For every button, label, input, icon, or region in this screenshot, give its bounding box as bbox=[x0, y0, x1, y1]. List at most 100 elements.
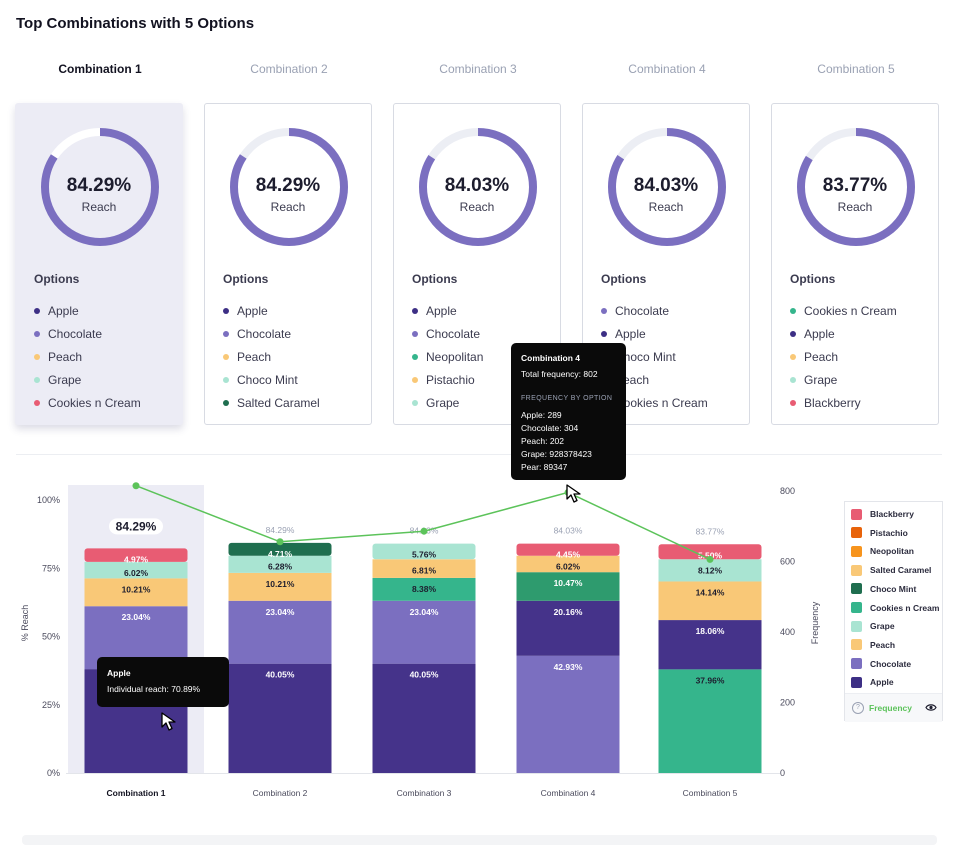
frequency-toggle[interactable]: ? Frequency bbox=[845, 693, 942, 722]
segment-label: 6.28% bbox=[268, 562, 293, 572]
option-item: Blackberry bbox=[790, 391, 897, 414]
option-label: Choco Mint bbox=[237, 372, 298, 387]
option-item: Chocolate bbox=[601, 300, 708, 323]
legend-item[interactable]: Choco Mint bbox=[851, 582, 916, 596]
legend-label: Chocolate bbox=[870, 658, 912, 669]
legend-label: Peach bbox=[870, 639, 896, 650]
options-list: Apple Chocolate Neopolitan Pistachio Grape bbox=[412, 300, 483, 414]
options-title: Options bbox=[34, 272, 80, 286]
option-item: Grape bbox=[412, 391, 483, 414]
frequency-point bbox=[132, 482, 140, 490]
option-dot bbox=[412, 353, 418, 360]
option-label: Peach bbox=[804, 349, 839, 364]
reach-value: 84.03% bbox=[444, 175, 510, 196]
option-item: Grape bbox=[34, 368, 141, 391]
chart-legend: Blackberry Pistachio Neopolitan Salted Cara… bbox=[844, 501, 943, 722]
reach-ring bbox=[230, 128, 348, 246]
bar-segment bbox=[516, 655, 620, 773]
legend-swatch bbox=[851, 620, 862, 632]
legend-item[interactable]: Chocolate bbox=[851, 657, 911, 671]
x-tick-label: Combination 3 bbox=[397, 788, 452, 798]
options-title: Options bbox=[790, 272, 836, 286]
option-label: Peach bbox=[48, 349, 83, 364]
legend-item[interactable]: Apple bbox=[851, 675, 894, 689]
legend-label: Pistachio bbox=[870, 527, 908, 538]
x-tick-label: Combination 2 bbox=[253, 788, 308, 798]
help-icon[interactable]: ? bbox=[852, 702, 864, 714]
section-divider bbox=[16, 454, 942, 455]
option-dot bbox=[34, 331, 40, 338]
tab-combination-2[interactable]: Combination 2 bbox=[250, 62, 328, 76]
tab-combination-3[interactable]: Combination 3 bbox=[439, 62, 517, 76]
tab-combination-4[interactable]: Combination 4 bbox=[628, 62, 706, 76]
option-dot bbox=[34, 376, 40, 383]
legend-item[interactable]: Cookies n Cream bbox=[851, 601, 939, 615]
option-label: Pistachio bbox=[426, 372, 475, 387]
segment-label: 4.45% bbox=[556, 550, 581, 560]
reach-chart: 0% 25% 50% 75% 100% 0 200 400 600 800 % Reach Frequ… bbox=[20, 482, 820, 798]
reach-ring bbox=[797, 128, 915, 246]
legend-item[interactable]: Blackberry bbox=[851, 507, 914, 521]
segment-label: 5.50% bbox=[698, 550, 723, 560]
combination-card[interactable]: 84.29% Reach Options Apple Chocolate Peach Cho… bbox=[204, 103, 372, 425]
segment-label: 18.06% bbox=[696, 626, 725, 636]
combination-card[interactable]: 83.77% Reach Options Cookies n Cream Apple Pe… bbox=[771, 103, 939, 425]
option-item: Peach bbox=[34, 346, 141, 369]
bar-segment bbox=[84, 578, 188, 607]
eye-icon[interactable] bbox=[925, 703, 937, 712]
tab-combination-5[interactable]: Combination 5 bbox=[817, 62, 895, 76]
option-label: Cookies n Cream bbox=[804, 304, 897, 319]
option-label: Chocolate bbox=[426, 327, 481, 342]
combination-card[interactable]: 84.03% Reach Options Apple Chocolate Neopolit… bbox=[393, 103, 561, 425]
x-tick-label: Combination 1 bbox=[106, 788, 165, 798]
option-dot bbox=[412, 308, 418, 315]
option-dot bbox=[34, 353, 40, 360]
total-label: 84.03% bbox=[554, 526, 583, 536]
bar-segment bbox=[372, 559, 476, 578]
option-label: Blackberry bbox=[804, 395, 861, 410]
tooltip-row: Grape: 928378423 bbox=[521, 449, 592, 459]
bar-segment bbox=[372, 543, 476, 560]
option-label: Grape bbox=[804, 372, 838, 387]
tab-combination-1[interactable]: Combination 1 bbox=[58, 62, 142, 76]
segment-label: 10.21% bbox=[122, 584, 151, 594]
bar-segment bbox=[372, 600, 476, 664]
legend-item[interactable]: Peach bbox=[851, 638, 895, 652]
legend-item[interactable]: Grape bbox=[851, 619, 895, 633]
option-item: Peach bbox=[790, 346, 897, 369]
page-title: Top Combinations with 5 Options bbox=[16, 15, 255, 32]
legend-label: Grape bbox=[870, 621, 895, 632]
tooltip-title: Apple bbox=[107, 668, 131, 678]
segment-label: 23.04% bbox=[266, 607, 295, 617]
option-item: Peach bbox=[223, 346, 320, 369]
options-title: Options bbox=[412, 272, 458, 286]
legend-item[interactable]: Salted Caramel bbox=[851, 563, 931, 577]
segment-label: 40.05% bbox=[266, 670, 295, 680]
tooltip-row: Chocolate: 304 bbox=[521, 423, 579, 433]
y2-axis-title: Frequency bbox=[810, 601, 820, 644]
legend-item[interactable]: Pistachio bbox=[851, 526, 908, 540]
combination-card[interactable]: 84.29% Reach Options Apple Chocolate Peach Gra… bbox=[15, 103, 183, 425]
reach-label: Reach bbox=[81, 200, 117, 214]
option-item: Salted Caramel bbox=[223, 391, 320, 414]
option-item: Neopolitan bbox=[412, 346, 483, 369]
option-label: Cookies n Cream bbox=[48, 395, 141, 410]
segment-label: 6.02% bbox=[556, 562, 581, 572]
frequency-point bbox=[276, 538, 284, 546]
bar-segment bbox=[516, 543, 620, 556]
option-dot bbox=[601, 308, 607, 315]
legend-swatch bbox=[851, 508, 862, 520]
legend-swatch bbox=[851, 639, 862, 651]
option-label: Peach bbox=[237, 349, 272, 364]
legend-label: Blackberry bbox=[870, 509, 914, 519]
y2-tick-label: 800 bbox=[780, 486, 795, 496]
reach-ring bbox=[419, 128, 537, 246]
legend-swatch bbox=[851, 527, 862, 539]
legend-swatch bbox=[851, 583, 862, 595]
legend-item[interactable]: Neopolitan bbox=[851, 544, 914, 558]
tooltip-title: Combination 4 bbox=[521, 353, 581, 363]
segment-label: 40.05% bbox=[410, 670, 439, 680]
option-label: Chocolate bbox=[237, 327, 292, 342]
bar-segment bbox=[658, 669, 762, 773]
segment-label: 42.93% bbox=[554, 662, 583, 672]
